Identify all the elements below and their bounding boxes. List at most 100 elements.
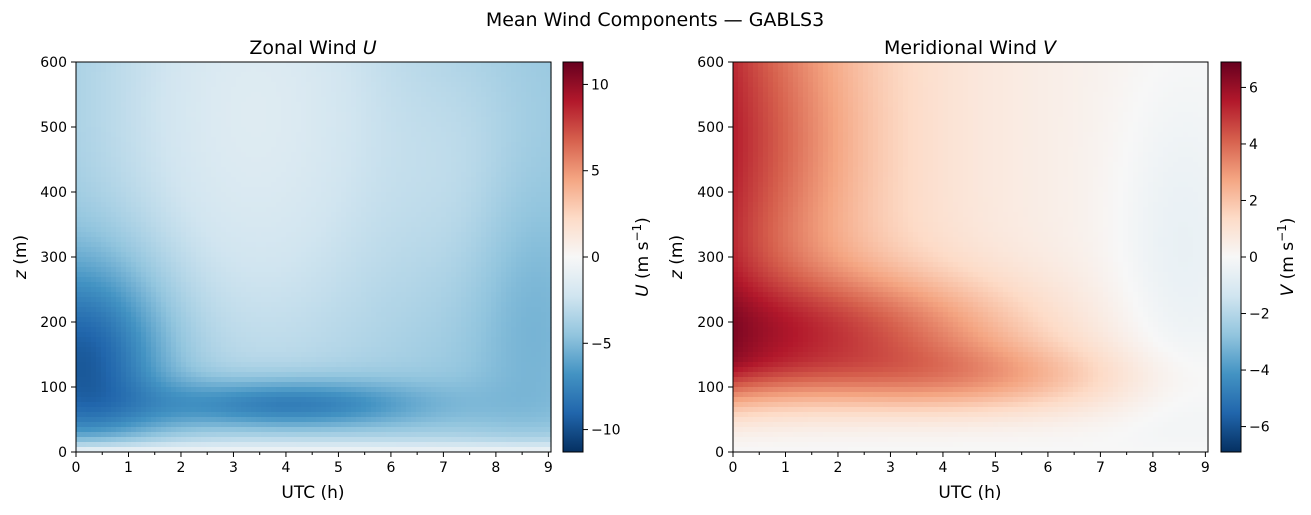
zonal-wind-heatmap-cell xyxy=(476,202,482,208)
zonal-wind-heatmap-cell xyxy=(166,67,172,73)
zonal-wind-heatmap-cell xyxy=(156,267,162,273)
zonal-wind-heatmap-cell xyxy=(96,137,102,143)
zonal-wind-heatmap-cell xyxy=(216,87,222,93)
zonal-wind-heatmap-cell xyxy=(456,147,462,153)
zonal-wind-heatmap-cell xyxy=(221,152,227,158)
zonal-wind-heatmap-cell xyxy=(506,192,512,198)
zonal-wind-heatmap-cell xyxy=(416,112,422,118)
zonal-wind-heatmap-cell xyxy=(531,247,537,253)
zonal-wind-heatmap-cell xyxy=(466,117,472,123)
zonal-wind-heatmap-cell xyxy=(296,282,302,288)
zonal-wind-heatmap-cell xyxy=(176,262,182,268)
zonal-wind-heatmap-cell xyxy=(161,97,167,103)
zonal-wind-heatmap-cell xyxy=(111,297,117,303)
zonal-wind-heatmap-cell xyxy=(271,247,277,253)
zonal-wind-heatmap-cell xyxy=(211,172,217,178)
zonal-wind-heatmap-cell xyxy=(526,242,532,248)
zonal-wind-heatmap-cell xyxy=(76,197,82,203)
zonal-wind-heatmap-cell xyxy=(431,182,437,188)
zonal-wind-heatmap-cell xyxy=(186,207,192,213)
zonal-wind-heatmap-cell xyxy=(476,192,482,198)
zonal-wind-heatmap-cell xyxy=(396,127,402,133)
zonal-wind-heatmap-cell xyxy=(466,147,472,153)
zonal-wind-heatmap-cell xyxy=(456,82,462,88)
zonal-wind-heatmap-cell xyxy=(141,77,147,83)
zonal-wind-heatmap-cell xyxy=(106,82,112,88)
zonal-wind-heatmap-cell xyxy=(541,122,547,128)
zonal-wind-heatmap-cell xyxy=(146,167,152,173)
zonal-wind-heatmap-cell xyxy=(356,227,362,233)
zonal-wind-heatmap-cell xyxy=(381,92,387,98)
zonal-wind-heatmap-cell xyxy=(391,142,397,148)
zonal-wind-heatmap-cell xyxy=(241,212,247,218)
zonal-wind-heatmap-cell xyxy=(346,282,352,288)
zonal-wind-heatmap-cell xyxy=(251,312,257,318)
zonal-wind-heatmap-cell xyxy=(311,312,317,318)
zonal-wind-heatmap-cell xyxy=(316,287,322,293)
zonal-wind-heatmap-cell xyxy=(221,202,227,208)
zonal-wind-heatmap-cell xyxy=(376,157,382,163)
zonal-wind-heatmap-cell xyxy=(411,222,417,228)
zonal-wind-heatmap-cell xyxy=(406,162,412,168)
zonal-wind-heatmap-cell xyxy=(231,277,237,283)
zonal-wind-heatmap-cell xyxy=(456,197,462,203)
zonal-wind-heatmap-cell xyxy=(131,122,137,128)
zonal-wind-heatmap-cell xyxy=(301,92,307,98)
zonal-wind-heatmap-cell xyxy=(101,162,107,168)
zonal-wind-heatmap-cell xyxy=(531,212,537,218)
zonal-wind-heatmap-cell xyxy=(311,82,317,88)
zonal-wind-heatmap-cell xyxy=(536,182,542,188)
zonal-wind-heatmap-cell xyxy=(176,92,182,98)
zonal-wind-heatmap-cell xyxy=(306,127,312,133)
zonal-wind-heatmap-cell xyxy=(501,137,507,143)
zonal-wind-heatmap-cell xyxy=(421,97,427,103)
zonal-wind-heatmap-cell xyxy=(426,232,432,238)
zonal-wind-heatmap-cell xyxy=(221,82,227,88)
zonal-wind-heatmap-cell xyxy=(501,192,507,198)
zonal-wind-heatmap-cell xyxy=(121,62,127,68)
zonal-wind-heatmap-cell xyxy=(206,212,212,218)
zonal-wind-heatmap-cell xyxy=(116,197,122,203)
zonal-wind-heatmap-cell xyxy=(526,272,532,278)
zonal-wind-heatmap-cell xyxy=(496,97,502,103)
zonal-wind-heatmap-cell xyxy=(261,232,267,238)
zonal-wind-heatmap-cell xyxy=(381,112,387,118)
zonal-wind-heatmap-cell xyxy=(466,137,472,143)
zonal-wind-heatmap-cell xyxy=(131,297,137,303)
zonal-wind-heatmap-cell xyxy=(471,122,477,128)
zonal-wind-heatmap-cell xyxy=(186,117,192,123)
zonal-wind-heatmap-cell xyxy=(231,292,237,298)
zonal-wind-heatmap-cell xyxy=(396,142,402,148)
zonal-wind-heatmap-cell xyxy=(296,297,302,303)
zonal-wind-heatmap-cell xyxy=(441,247,447,253)
zonal-wind-heatmap-cell xyxy=(376,107,382,113)
zonal-wind-heatmap-cell xyxy=(336,237,342,243)
zonal-wind-heatmap-cell xyxy=(371,97,377,103)
zonal-wind-heatmap-cell xyxy=(546,127,552,133)
zonal-wind-heatmap-cell xyxy=(531,262,537,268)
zonal-wind-heatmap-cell xyxy=(131,127,137,133)
zonal-wind-heatmap-cell xyxy=(521,172,527,178)
zonal-wind-heatmap-cell xyxy=(141,197,147,203)
zonal-wind-heatmap-cell xyxy=(151,267,157,273)
zonal-wind-heatmap-cell xyxy=(181,302,187,308)
zonal-wind-heatmap-cell xyxy=(421,197,427,203)
zonal-wind-heatmap-cell xyxy=(261,307,267,313)
zonal-wind-heatmap-cell xyxy=(446,137,452,143)
zonal-wind-heatmap-cell xyxy=(261,312,267,318)
zonal-wind-heatmap-cell xyxy=(256,172,262,178)
zonal-wind-heatmap-cell xyxy=(231,177,237,183)
zonal-wind-heatmap-cell xyxy=(306,117,312,123)
zonal-wind-heatmap-cell xyxy=(536,122,542,128)
zonal-wind-heatmap-cell xyxy=(386,207,392,213)
zonal-wind-heatmap-cell xyxy=(281,237,287,243)
zonal-wind-heatmap-cell xyxy=(306,152,312,158)
zonal-wind-heatmap-cell xyxy=(156,202,162,208)
zonal-wind-heatmap-cell xyxy=(191,267,197,273)
zonal-wind-heatmap-cell xyxy=(531,277,537,283)
zonal-wind-heatmap-cell xyxy=(201,152,207,158)
zonal-wind-heatmap-cell xyxy=(491,67,497,73)
zonal-wind-heatmap-cell xyxy=(116,292,122,298)
zonal-wind-heatmap-cell xyxy=(341,317,347,323)
zonal-wind-heatmap-cell xyxy=(286,97,292,103)
